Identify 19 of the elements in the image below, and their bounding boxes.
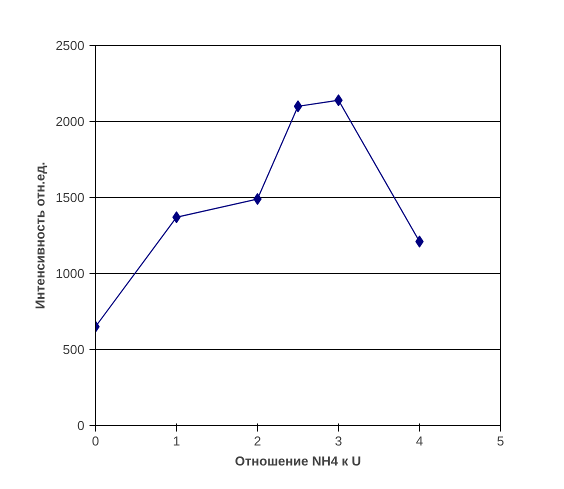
x-tick-label: 1: [172, 434, 180, 448]
x-tick-label: 5: [496, 434, 504, 448]
y-tick-label: 0: [77, 418, 85, 433]
point: [334, 94, 343, 106]
y-tick-label: 1500: [56, 190, 84, 205]
x-tick-label: 3: [334, 434, 342, 448]
point: [172, 211, 181, 224]
point: [294, 100, 302, 112]
point: [415, 236, 424, 248]
x-tick-label: 0: [92, 434, 100, 448]
y-tick-label: 2000: [56, 114, 84, 129]
y-tick-label: 500: [62, 342, 85, 357]
y-tick-label: 1000: [56, 266, 84, 281]
y-tick-label: 2500: [56, 38, 84, 53]
x-tick-label: 2: [254, 434, 262, 448]
point: [253, 193, 262, 206]
x-tick-label: 4: [416, 434, 424, 448]
x-axis-title: Отношение NH4 к U: [234, 454, 362, 468]
y-axis-title: Интенсивность отн.ед.: [32, 162, 48, 310]
